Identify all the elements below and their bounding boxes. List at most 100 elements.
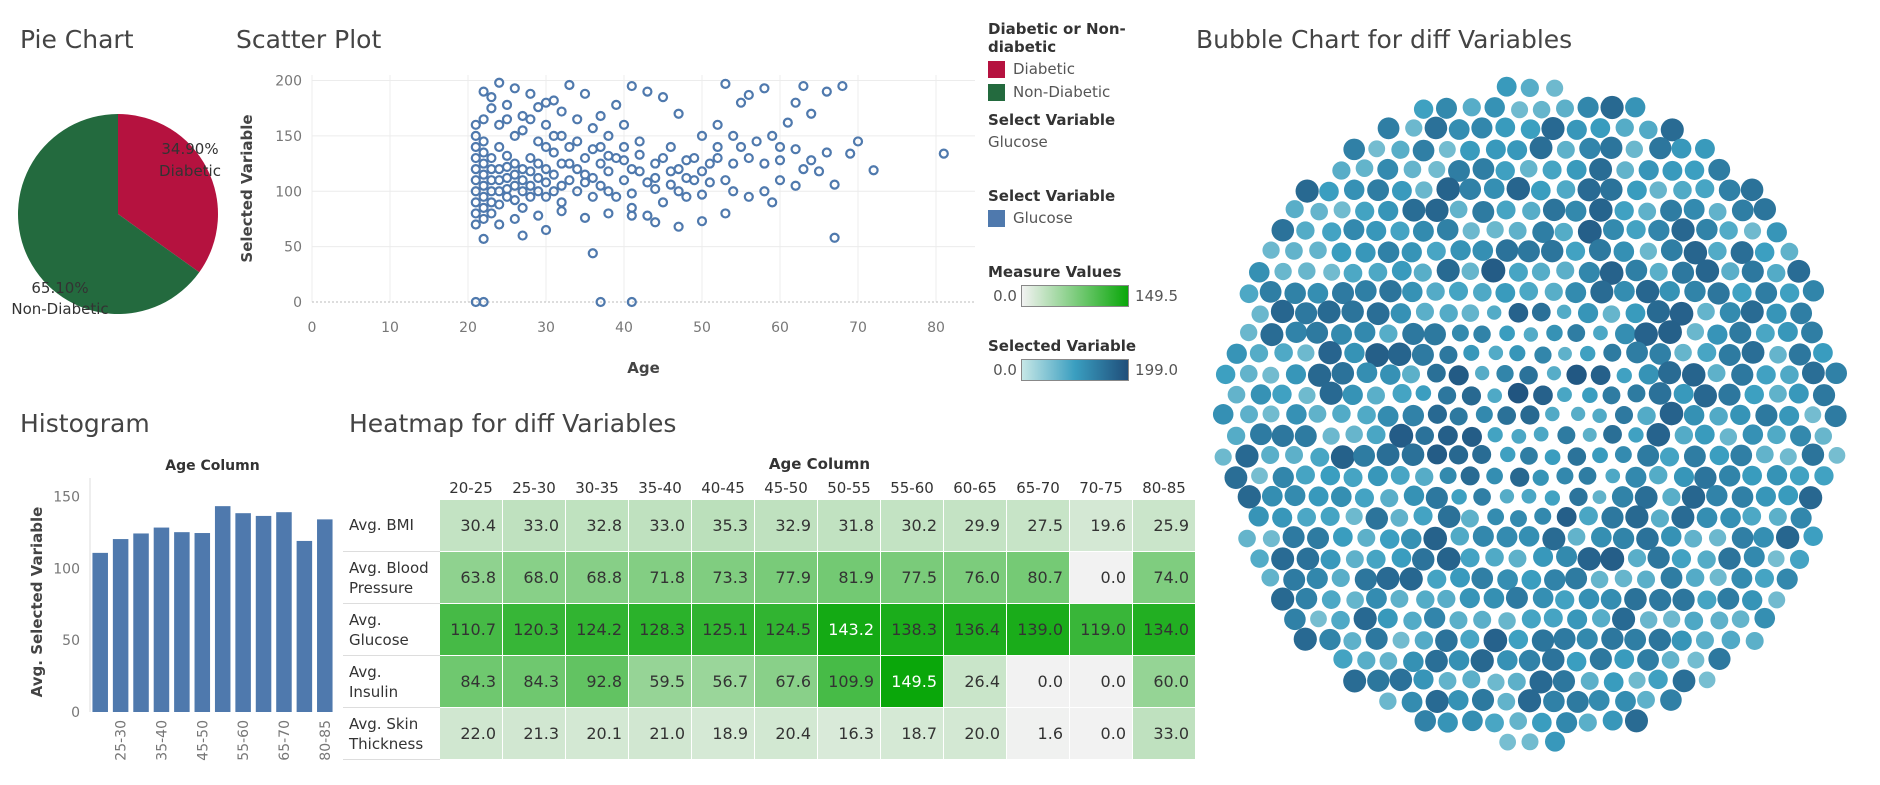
- bubble[interactable]: [1379, 692, 1397, 710]
- bubble[interactable]: [1296, 221, 1315, 240]
- bubble[interactable]: [1271, 587, 1295, 611]
- bubble[interactable]: [1297, 344, 1315, 362]
- bubble[interactable]: [1579, 506, 1598, 526]
- bubble[interactable]: [1637, 570, 1656, 589]
- bubble[interactable]: [1648, 669, 1668, 690]
- bubble[interactable]: [1401, 691, 1423, 713]
- bubble[interactable]: [1310, 447, 1330, 467]
- histogram-bar[interactable]: [153, 527, 170, 712]
- bubble[interactable]: [1427, 404, 1447, 424]
- bubble[interactable]: [1271, 424, 1294, 447]
- bubble[interactable]: [1284, 608, 1306, 631]
- heatmap-cell[interactable]: 77.9: [754, 551, 818, 604]
- bubble[interactable]: [1694, 424, 1715, 445]
- bubble[interactable]: [1331, 362, 1355, 385]
- bubble[interactable]: [1556, 712, 1578, 734]
- bubble[interactable]: [1462, 670, 1481, 689]
- bubble[interactable]: [1639, 242, 1658, 260]
- bubble[interactable]: [1499, 325, 1515, 342]
- bubble[interactable]: [1788, 383, 1809, 404]
- bubble[interactable]: [1448, 445, 1469, 465]
- bubble[interactable]: [1801, 361, 1825, 385]
- bubble[interactable]: [1343, 632, 1362, 650]
- bubble[interactable]: [1707, 282, 1730, 305]
- bubble[interactable]: [1580, 671, 1599, 690]
- bubble[interactable]: [1321, 590, 1341, 609]
- bubble[interactable]: [1438, 672, 1457, 690]
- bubble[interactable]: [1592, 447, 1608, 464]
- bubble[interactable]: [1345, 507, 1363, 526]
- bubble[interactable]: [1448, 690, 1469, 711]
- bubble[interactable]: [1593, 325, 1608, 341]
- bubble[interactable]: [1520, 119, 1541, 139]
- bubble[interactable]: [1552, 670, 1576, 693]
- bubble[interactable]: [1658, 361, 1682, 385]
- bubble[interactable]: [1603, 343, 1622, 362]
- bubble[interactable]: [1650, 509, 1669, 528]
- bubble[interactable]: [1367, 669, 1390, 692]
- bubble[interactable]: [1472, 200, 1495, 223]
- bubble[interactable]: [1542, 198, 1566, 222]
- bubble[interactable]: [1661, 651, 1680, 669]
- heatmap-cell[interactable]: 67.6: [754, 655, 818, 708]
- bubble[interactable]: [1495, 239, 1519, 262]
- bubble[interactable]: [1744, 384, 1764, 405]
- bubble[interactable]: [1602, 710, 1623, 731]
- bubble[interactable]: [1663, 610, 1681, 628]
- bubble[interactable]: [1365, 507, 1389, 530]
- bubble[interactable]: [1426, 282, 1445, 301]
- bubble[interactable]: [1310, 202, 1328, 221]
- bubble[interactable]: [1295, 465, 1315, 485]
- bubble[interactable]: [1368, 140, 1386, 158]
- bubble[interactable]: [1720, 507, 1741, 529]
- bubble[interactable]: [1592, 408, 1607, 424]
- bubble[interactable]: [1681, 485, 1706, 509]
- bubble[interactable]: [1544, 490, 1560, 506]
- bubble[interactable]: [1307, 363, 1332, 387]
- bubble[interactable]: [1671, 505, 1695, 529]
- bubble[interactable]: [1519, 159, 1538, 178]
- bubble[interactable]: [1508, 262, 1528, 282]
- bubble[interactable]: [1487, 388, 1503, 404]
- bubble[interactable]: [1660, 239, 1683, 262]
- bubble[interactable]: [1801, 443, 1825, 466]
- bubble[interactable]: [1496, 526, 1518, 548]
- bubble[interactable]: [1451, 324, 1469, 342]
- bubble[interactable]: [1766, 465, 1788, 486]
- bubble[interactable]: [1377, 158, 1399, 180]
- bubble[interactable]: [1580, 345, 1596, 362]
- bubble[interactable]: [1788, 343, 1812, 366]
- bubble[interactable]: [1262, 366, 1280, 384]
- bubble[interactable]: [1486, 305, 1502, 320]
- bubble[interactable]: [1529, 136, 1553, 160]
- heatmap-cell[interactable]: 134.0: [1132, 603, 1196, 656]
- heatmap-cell[interactable]: 125.1: [691, 603, 755, 656]
- bubble[interactable]: [1646, 423, 1671, 447]
- bubble[interactable]: [1639, 120, 1658, 140]
- heatmap-cell[interactable]: 0.0: [1069, 655, 1133, 708]
- bubble[interactable]: [1730, 241, 1754, 264]
- bubble[interactable]: [1379, 279, 1402, 303]
- bubble[interactable]: [1697, 590, 1717, 610]
- bubble[interactable]: [1485, 713, 1504, 733]
- bubble[interactable]: [1787, 259, 1811, 283]
- bubble[interactable]: [1283, 568, 1306, 591]
- bubble[interactable]: [1343, 138, 1365, 161]
- bubble[interactable]: [1556, 140, 1575, 159]
- bubble[interactable]: [1390, 303, 1412, 324]
- bubble[interactable]: [1380, 364, 1401, 385]
- bubble[interactable]: [1614, 280, 1635, 302]
- bubble[interactable]: [1496, 76, 1517, 97]
- bubble[interactable]: [1472, 240, 1494, 261]
- bubble[interactable]: [1814, 427, 1833, 445]
- bubble[interactable]: [1532, 587, 1554, 609]
- bubble[interactable]: [1730, 404, 1751, 426]
- bubble[interactable]: [1415, 181, 1433, 199]
- bubble[interactable]: [1448, 650, 1470, 671]
- bubble[interactable]: [1779, 448, 1797, 466]
- bubble[interactable]: [1389, 668, 1413, 692]
- heatmap-cell[interactable]: 31.8: [817, 499, 881, 552]
- heatmap-cell[interactable]: 0.0: [1006, 655, 1070, 708]
- heatmap-cell[interactable]: 0.0: [1069, 551, 1133, 604]
- histogram-bar[interactable]: [276, 512, 292, 712]
